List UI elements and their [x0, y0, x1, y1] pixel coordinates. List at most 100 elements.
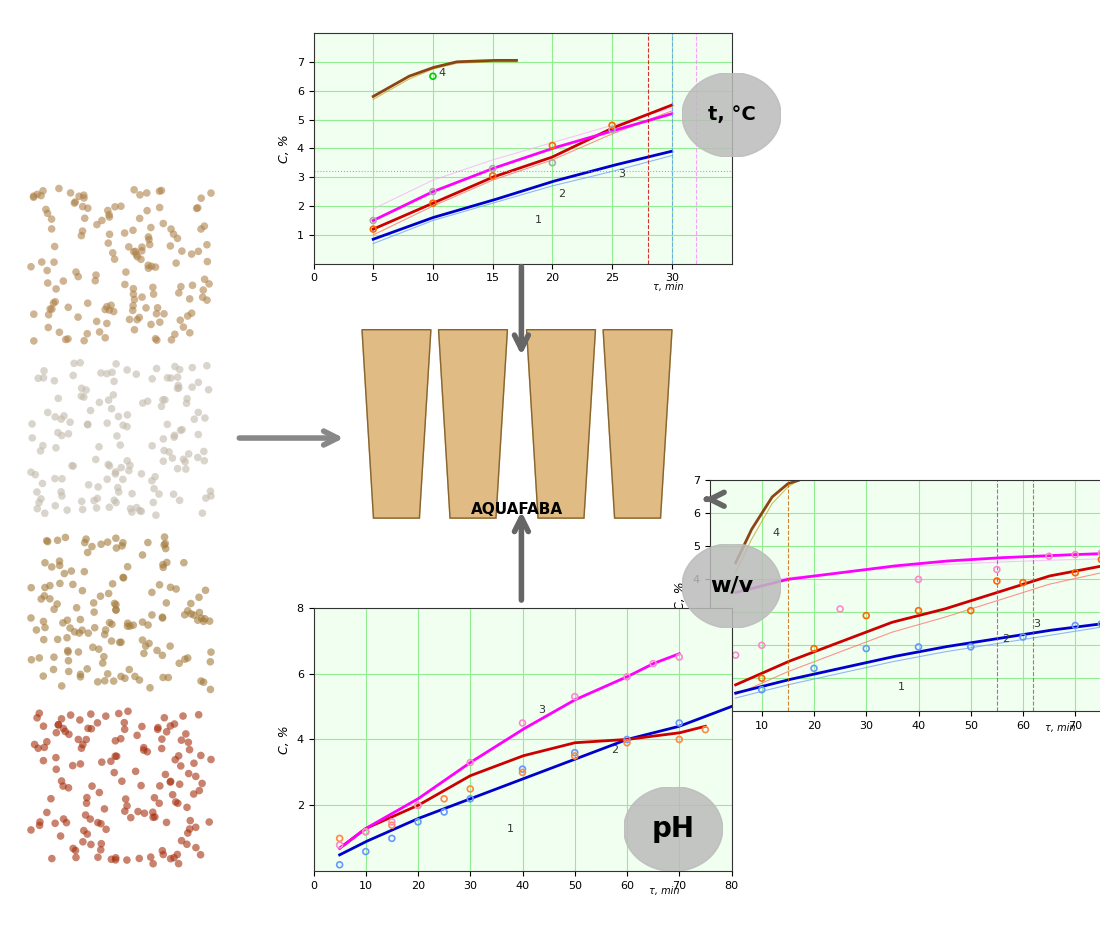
Point [166, 327, 184, 342]
Point [910, 640, 927, 655]
Point [752, 682, 770, 697]
Point [59, 780, 77, 795]
Point [79, 416, 97, 431]
Point [196, 219, 213, 234]
Circle shape [682, 544, 781, 628]
Point [110, 706, 128, 721]
Text: τ, min: τ, min [1045, 723, 1076, 733]
Point [988, 561, 1005, 577]
Point [104, 304, 122, 319]
Point [126, 244, 144, 259]
Point [178, 391, 196, 406]
Point [89, 479, 107, 495]
Point [543, 138, 561, 153]
Text: w/v: w/v [710, 576, 754, 596]
Point [145, 790, 163, 805]
Point [39, 534, 56, 549]
Point [123, 486, 141, 501]
Point [55, 811, 73, 826]
Point [135, 740, 153, 755]
Point [514, 765, 531, 780]
Point [98, 415, 116, 430]
Point [151, 184, 168, 199]
Point [62, 186, 79, 201]
Point [99, 457, 117, 472]
Point [140, 258, 157, 273]
Point [112, 635, 130, 650]
Point [202, 186, 220, 201]
Point [143, 371, 161, 386]
Y-axis label: C, %: C, % [674, 581, 688, 610]
Point [73, 228, 90, 243]
Point [72, 355, 89, 370]
Polygon shape [603, 330, 672, 518]
Point [188, 201, 206, 216]
Point [141, 680, 158, 695]
Point [40, 320, 57, 335]
Point [565, 748, 583, 763]
Point [102, 634, 120, 649]
Point [25, 189, 43, 204]
Point [157, 541, 175, 556]
Point [101, 615, 119, 630]
Point [153, 741, 170, 756]
Point [59, 426, 77, 441]
Point [99, 236, 117, 251]
Point [99, 666, 117, 681]
Point [107, 200, 124, 215]
Point [23, 416, 41, 431]
Point [53, 488, 70, 503]
Point [51, 576, 68, 591]
Point [69, 732, 87, 747]
Point [92, 816, 110, 831]
Point [76, 535, 94, 550]
Point [186, 412, 204, 427]
Point [140, 617, 157, 632]
Point [1092, 616, 1100, 631]
Point [167, 794, 185, 809]
Point [154, 557, 172, 572]
Circle shape [624, 787, 723, 871]
Point [144, 495, 162, 510]
Point [35, 614, 53, 629]
Point [88, 500, 106, 515]
Point [671, 716, 689, 731]
Point [192, 221, 210, 236]
Point [39, 275, 56, 290]
Point [67, 265, 85, 280]
Point [383, 831, 400, 846]
Point [514, 761, 531, 776]
Point [85, 595, 102, 610]
Point [106, 765, 123, 780]
Point [189, 375, 207, 390]
Point [151, 796, 168, 811]
Point [154, 609, 172, 625]
Point [160, 670, 177, 685]
Point [133, 719, 151, 734]
Point [167, 255, 185, 270]
Point [176, 652, 194, 667]
Point [198, 237, 216, 252]
Point [84, 539, 101, 554]
Point [102, 401, 120, 416]
Point [78, 790, 96, 805]
Point [87, 273, 104, 288]
Point [168, 381, 186, 396]
Point [603, 122, 620, 138]
Point [73, 494, 90, 509]
Point [189, 427, 207, 442]
Point [727, 648, 745, 663]
Point [99, 203, 117, 218]
Point [120, 463, 138, 479]
Point [187, 840, 205, 855]
Point [195, 444, 212, 459]
Point [73, 740, 90, 755]
Point [62, 621, 79, 636]
Point [201, 613, 219, 628]
Point [671, 650, 689, 665]
Point [192, 610, 210, 625]
Point [153, 183, 170, 198]
Point [116, 722, 133, 737]
Point [696, 722, 714, 737]
Point [116, 715, 133, 730]
